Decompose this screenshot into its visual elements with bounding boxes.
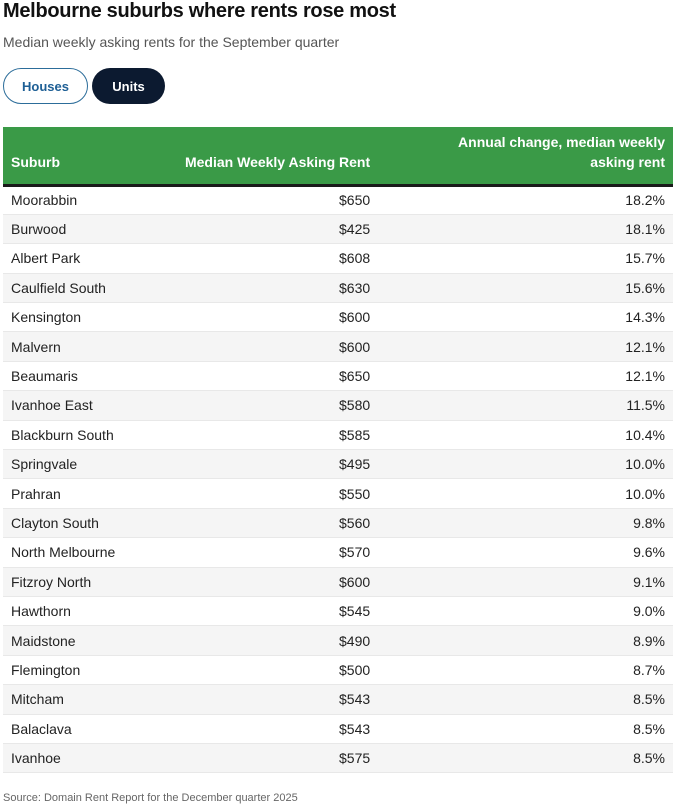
- rent-cell: $600: [339, 338, 371, 355]
- annual-change-cell: 15.6%: [625, 279, 665, 296]
- rent-table: Suburb Median Weekly Asking Rent Annual …: [3, 127, 673, 773]
- table-row: Hawthorn $545 9.0%: [3, 596, 673, 626]
- column-header-rent[interactable]: Median Weekly Asking Rent: [184, 153, 371, 170]
- annual-change-cell: 14.3%: [625, 309, 665, 326]
- rent-cell: $495: [339, 456, 371, 473]
- source-note: Source: Domain Rent Report for the Decem…: [3, 792, 298, 804]
- suburb-cell: Clayton South: [11, 514, 99, 531]
- rent-cell: $570: [339, 544, 371, 561]
- suburb-cell: Ivanhoe: [11, 750, 61, 767]
- annual-change-cell: 10.4%: [625, 426, 665, 443]
- annual-change-cell: 18.2%: [625, 192, 665, 209]
- annual-change-cell: 8.7%: [633, 661, 665, 678]
- table-row: Mitcham $543 8.5%: [3, 684, 673, 715]
- table-row: Prahran $550 10.0%: [3, 479, 673, 509]
- suburb-cell: Beaumaris: [11, 368, 78, 385]
- rent-cell: $543: [339, 691, 371, 708]
- suburb-cell: Blackburn South: [11, 426, 114, 443]
- suburb-cell: Springvale: [11, 456, 78, 473]
- annual-change-cell: 18.1%: [625, 221, 665, 238]
- rent-cell: $500: [339, 661, 371, 678]
- rent-cell: $550: [339, 485, 371, 502]
- annual-change-cell: 8.5%: [633, 720, 665, 737]
- houses-toggle-button[interactable]: Houses: [3, 68, 88, 104]
- annual-change-cell: 15.7%: [625, 250, 665, 267]
- table-row: Burwood $425 18.1%: [3, 214, 673, 244]
- suburb-cell: Albert Park: [11, 250, 81, 267]
- table-row: Flemington $500 8.7%: [3, 655, 673, 685]
- suburb-cell: North Melbourne: [11, 544, 116, 561]
- rent-cell: $630: [339, 279, 371, 296]
- suburb-cell: Caulfield South: [11, 279, 106, 296]
- annual-change-cell: 9.6%: [633, 544, 665, 561]
- suburb-cell: Kensington: [11, 309, 82, 326]
- suburb-cell: Malvern: [11, 338, 61, 355]
- units-toggle-button[interactable]: Units: [92, 68, 165, 104]
- suburb-cell: Hawthorn: [11, 603, 71, 620]
- table-row: Ivanhoe $575 8.5%: [3, 743, 673, 773]
- table-header-row: Suburb Median Weekly Asking Rent Annual …: [3, 127, 673, 185]
- suburb-cell: Fitzroy North: [11, 573, 92, 590]
- suburb-cell: Moorabbin: [11, 192, 78, 209]
- annual-change-cell: 9.0%: [633, 603, 665, 620]
- rent-cell: $580: [339, 397, 371, 414]
- table-row: Springvale $495 10.0%: [3, 449, 673, 479]
- column-header-annual-change[interactable]: Annual change, median weekly asking rent: [378, 127, 673, 185]
- annual-change-cell: 12.1%: [625, 368, 665, 385]
- rent-cell: $585: [339, 426, 371, 443]
- table-row: Ivanhoe East $580 11.5%: [3, 390, 673, 421]
- annual-change-cell: 8.9%: [633, 632, 665, 649]
- rent-cell: $490: [339, 632, 371, 649]
- page-title: Melbourne suburbs where rents rose most: [3, 0, 396, 22]
- rent-cell: $560: [339, 514, 371, 531]
- annual-change-cell: 8.5%: [633, 750, 665, 767]
- table-row: Malvern $600 12.1%: [3, 331, 673, 362]
- table-row: Kensington $600 14.3%: [3, 303, 673, 332]
- suburb-cell: Maidstone: [11, 632, 76, 649]
- rent-cell: $600: [339, 309, 371, 326]
- table-row: Albert Park $608 15.7%: [3, 244, 673, 274]
- table-row: Clayton South $560 9.8%: [3, 508, 673, 538]
- table-body: Moorabbin $650 18.2% Burwood $425 18.1% Albert…: [3, 185, 673, 773]
- column-header-suburb[interactable]: Suburb: [11, 153, 60, 170]
- annual-change-cell: 9.8%: [633, 514, 665, 531]
- annual-change-cell: 12.1%: [625, 338, 665, 355]
- suburb-cell: Prahran: [11, 485, 61, 502]
- annual-change-cell: 9.1%: [633, 573, 665, 590]
- rent-cell: $543: [339, 720, 371, 737]
- table-row: North Melbourne $570 9.6%: [3, 538, 673, 568]
- annual-change-cell: 10.0%: [625, 485, 665, 502]
- rent-cell: $608: [339, 250, 371, 267]
- suburb-cell: Flemington: [11, 661, 81, 678]
- rent-cell: $650: [339, 192, 371, 209]
- suburb-cell: Mitcham: [11, 691, 64, 708]
- table-row: Balaclava $543 8.5%: [3, 714, 673, 744]
- annual-change-cell: 11.5%: [626, 397, 665, 414]
- rent-cell: $545: [339, 603, 371, 620]
- suburb-cell: Balaclava: [11, 720, 72, 737]
- rent-cell: $600: [339, 573, 371, 590]
- rent-cell: $425: [339, 221, 371, 238]
- rent-cell: $650: [339, 368, 371, 385]
- table-row: Caulfield South $630 15.6%: [3, 273, 673, 303]
- table-row: Beaumaris $650 12.1%: [3, 361, 673, 391]
- page-subtitle: Median weekly asking rents for the Septe…: [3, 34, 340, 50]
- table-row: Blackburn South $585 10.4%: [3, 420, 673, 450]
- column-header-annual-change-label: Annual change, median weekly asking rent: [458, 133, 665, 170]
- table-row: Maidstone $490 8.9%: [3, 625, 673, 656]
- annual-change-cell: 8.5%: [633, 691, 665, 708]
- table-row: Moorabbin $650 18.2%: [3, 185, 673, 215]
- annual-change-cell: 10.0%: [625, 456, 665, 473]
- suburb-cell: Burwood: [11, 221, 67, 238]
- rent-cell: $575: [339, 750, 371, 767]
- table-row: Fitzroy North $600 9.1%: [3, 567, 673, 597]
- suburb-cell: Ivanhoe East: [11, 397, 93, 414]
